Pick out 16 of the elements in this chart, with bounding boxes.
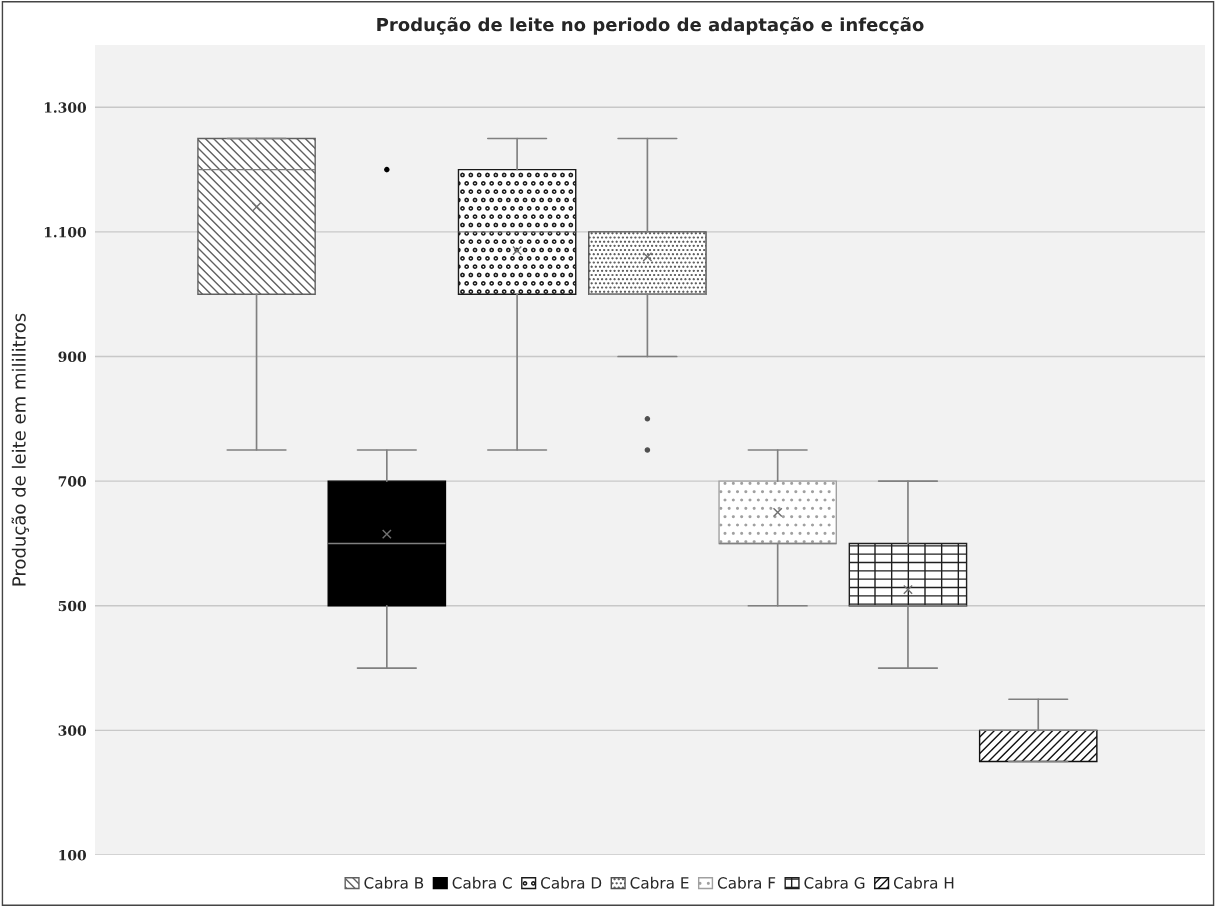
y-tick-label: 100 bbox=[59, 849, 87, 861]
legend-label: Cabra H bbox=[893, 876, 954, 889]
y-tick-label: 900 bbox=[58, 351, 87, 363]
y-tick-label: 1.300 bbox=[44, 102, 87, 113]
legend-label: Cabra G bbox=[804, 876, 865, 889]
legend-label: Cabra E bbox=[630, 876, 689, 889]
legend-label: Cabra F bbox=[717, 876, 776, 889]
legend-label: Cabra D bbox=[540, 876, 602, 889]
legend-label: Cabra B bbox=[364, 876, 424, 889]
legend-label: Cabra C bbox=[452, 876, 512, 889]
chart-title: Produção de leite no periodo de adaptação e infecção bbox=[377, 17, 924, 35]
y-axis-title: Produção de leite em mililitros bbox=[11, 313, 30, 586]
y-tick-label: 700 bbox=[58, 476, 87, 487]
y-tick-label: 300 bbox=[58, 725, 87, 736]
y-tick-label: 1.100 bbox=[44, 226, 87, 238]
y-tick-label: 500 bbox=[58, 600, 87, 612]
